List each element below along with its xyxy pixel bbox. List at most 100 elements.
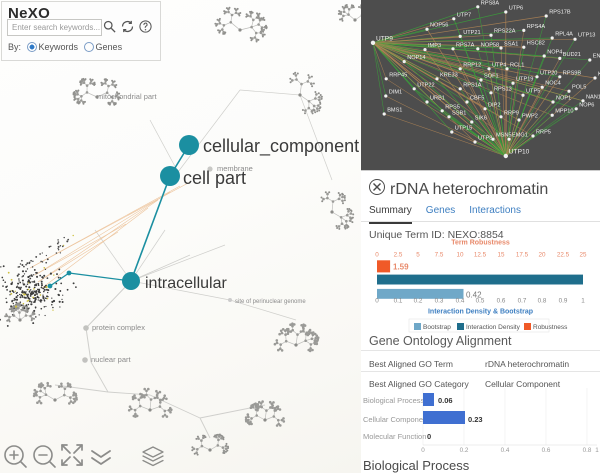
svg-text:nuclear part: nuclear part	[91, 355, 132, 364]
svg-text:ENP1: ENP1	[593, 54, 600, 60]
svg-text:RPL4A: RPL4A	[555, 32, 573, 38]
svg-text:0: 0	[375, 298, 379, 305]
svg-text:0.2: 0.2	[460, 447, 469, 454]
svg-text:PWP2: PWP2	[522, 114, 538, 120]
svg-text:NOC4: NOC4	[545, 81, 561, 87]
svg-text:NOP1: NOP1	[556, 96, 571, 102]
svg-text:RRP5: RRP5	[536, 130, 551, 136]
svg-text:POL5: POL5	[572, 85, 586, 91]
svg-text:0.9: 0.9	[559, 298, 568, 305]
svg-text:URB1: URB1	[430, 96, 445, 102]
svg-text:NOP58: NOP58	[481, 42, 499, 48]
svg-text:2.5: 2.5	[394, 252, 403, 259]
svg-text:15: 15	[497, 252, 505, 259]
svg-text:UTP13: UTP13	[578, 33, 595, 39]
svg-text:protein complex: protein complex	[92, 323, 145, 332]
svg-text:RRP9: RRP9	[504, 110, 519, 116]
svg-text:7.5: 7.5	[435, 252, 444, 259]
svg-text:Interaction Density: Interaction Density	[466, 324, 521, 331]
svg-text:0.6: 0.6	[497, 298, 506, 305]
svg-text:Bootstrap: Bootstrap	[423, 324, 451, 331]
svg-text:0.4: 0.4	[456, 298, 465, 305]
svg-text:KRE33: KRE33	[440, 72, 458, 78]
svg-text:0.7: 0.7	[518, 298, 527, 305]
svg-text:RPS9B: RPS9B	[563, 70, 582, 76]
svg-text:cellular_component: cellular_component	[203, 136, 359, 157]
svg-text:25: 25	[579, 252, 587, 259]
svg-text:UTP19: UTP19	[516, 77, 533, 83]
svg-text:MPP10: MPP10	[555, 109, 573, 115]
svg-text:RPS4A: RPS4A	[527, 24, 546, 30]
svg-text:HSC82: HSC82	[527, 41, 545, 47]
svg-text:22.5: 22.5	[557, 252, 570, 259]
svg-text:UTP21: UTP21	[463, 30, 480, 36]
svg-text:UTP20: UTP20	[540, 70, 557, 76]
svg-text:12.5: 12.5	[474, 252, 487, 259]
svg-text:DIM1: DIM1	[389, 90, 402, 96]
svg-text:UTP4: UTP4	[492, 62, 506, 68]
svg-text:CBF5: CBF5	[470, 96, 484, 102]
svg-text:1: 1	[581, 298, 585, 305]
svg-text:RPS17B: RPS17B	[549, 10, 571, 16]
svg-text:5: 5	[416, 252, 420, 259]
svg-text:RPS1A: RPS1A	[463, 82, 482, 88]
svg-text:0.8: 0.8	[538, 298, 547, 305]
svg-text:10: 10	[456, 252, 464, 259]
svg-text:0.2: 0.2	[414, 298, 423, 305]
svg-text:RPS22A: RPS22A	[494, 29, 516, 35]
svg-text:0.4: 0.4	[501, 447, 510, 454]
svg-text:17.5: 17.5	[516, 252, 529, 259]
svg-text:NOP14: NOP14	[407, 55, 425, 61]
svg-text:RPS7A: RPS7A	[456, 42, 475, 48]
svg-text:NAN1: NAN1	[586, 94, 600, 100]
svg-text:Biological Process: Biological Process	[363, 458, 470, 473]
svg-text:RRP12: RRP12	[463, 62, 481, 68]
svg-text:UTP9: UTP9	[376, 35, 393, 42]
svg-text:SSA1: SSA1	[504, 42, 518, 48]
svg-text:0.23: 0.23	[468, 415, 483, 424]
svg-text:UTP5: UTP5	[526, 89, 540, 95]
svg-text:SOF1: SOF1	[484, 74, 499, 80]
svg-text:0.3: 0.3	[435, 298, 444, 305]
svg-text:UTP15: UTP15	[455, 126, 472, 132]
svg-text:0: 0	[421, 447, 425, 454]
svg-text:0.1: 0.1	[394, 298, 403, 305]
svg-text:0.5: 0.5	[476, 298, 485, 305]
svg-text:BMS1: BMS1	[387, 108, 402, 114]
svg-text:RCL1: RCL1	[510, 62, 524, 68]
svg-text:mitochondrial part: mitochondrial part	[97, 92, 158, 101]
svg-text:NOP6: NOP6	[579, 102, 594, 108]
svg-text:SSB1: SSB1	[452, 110, 466, 116]
svg-text:1.59: 1.59	[393, 263, 409, 272]
svg-text:Robustness: Robustness	[533, 324, 568, 331]
svg-text:RPS13: RPS13	[494, 86, 512, 92]
svg-text:0.06: 0.06	[438, 396, 453, 405]
svg-text:Molecular Function: Molecular Function	[363, 432, 426, 441]
svg-text:0: 0	[375, 252, 379, 259]
svg-text:EMG1: EMG1	[512, 133, 528, 139]
svg-text:1: 1	[595, 447, 599, 454]
svg-text:IMP3: IMP3	[428, 43, 441, 49]
svg-text:0.6: 0.6	[542, 447, 551, 454]
svg-text:NOP56: NOP56	[430, 23, 448, 29]
svg-text:DIP2: DIP2	[488, 102, 500, 108]
svg-text:UTP7: UTP7	[457, 12, 471, 18]
svg-text:UTP10: UTP10	[509, 149, 530, 156]
svg-text:intracellular: intracellular	[145, 275, 227, 292]
svg-text:UTP22: UTP22	[417, 82, 434, 88]
svg-text:0: 0	[427, 432, 431, 441]
svg-text:Cellular Component: Cellular Component	[363, 415, 430, 424]
svg-text:UTP8: UTP8	[478, 136, 492, 142]
svg-text:SIK6: SIK6	[475, 116, 487, 122]
svg-text:Biological Process: Biological Process	[363, 396, 425, 405]
svg-text:BUD21: BUD21	[563, 52, 581, 58]
svg-text:RPS8A: RPS8A	[481, 0, 500, 6]
svg-text:20: 20	[538, 252, 546, 259]
svg-text:Interaction Density & Bootstra: Interaction Density & Bootstrap	[428, 309, 533, 316]
svg-text:RRP45: RRP45	[389, 72, 407, 78]
svg-text:NOP4: NOP4	[547, 50, 562, 56]
svg-text:cell part: cell part	[183, 168, 246, 188]
svg-text:Term Robustness: Term Robustness	[451, 240, 510, 247]
svg-text:0.8: 0.8	[583, 447, 592, 454]
svg-text:UTP6: UTP6	[509, 6, 523, 12]
